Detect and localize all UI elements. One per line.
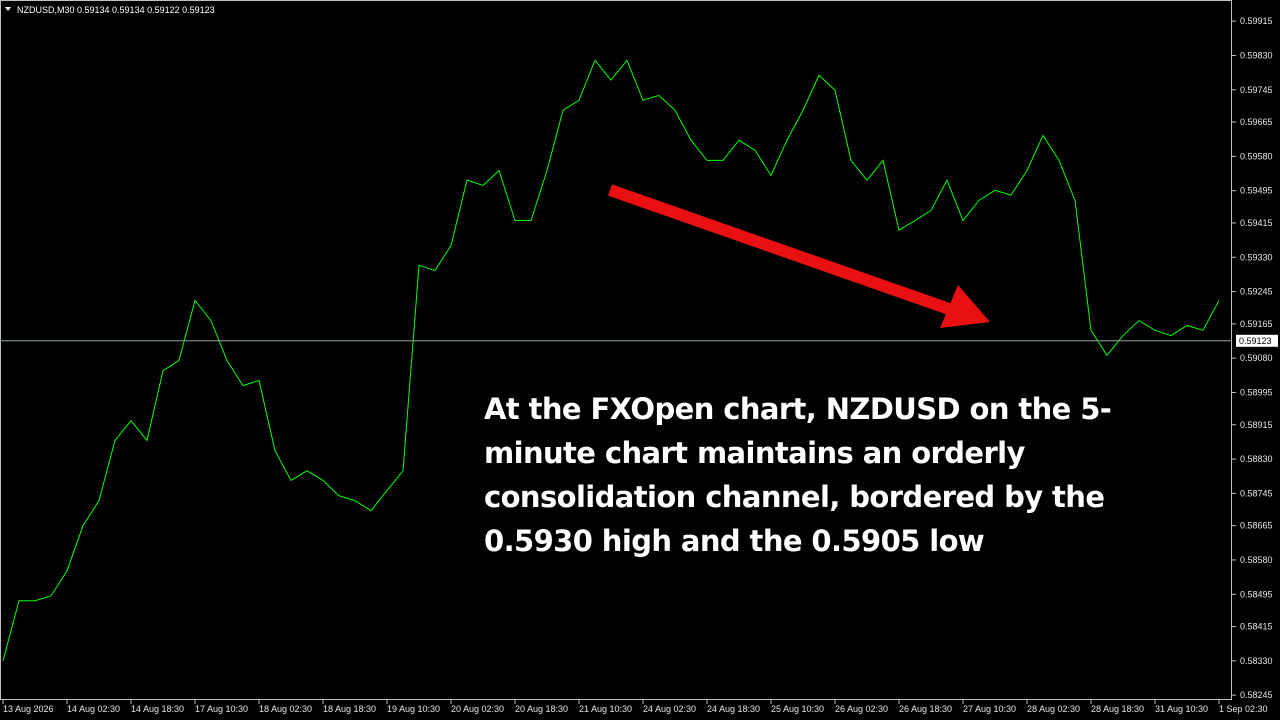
y-tick-label: 0.59915 — [1240, 16, 1273, 26]
x-tick-label: 25 Aug 10:30 — [771, 704, 824, 714]
x-tick-label: 14 Aug 18:30 — [131, 704, 184, 714]
x-tick-label: 26 Aug 18:30 — [899, 704, 952, 714]
x-tick-label: 14 Aug 02:30 — [67, 704, 120, 714]
y-tick-label: 0.59080 — [1240, 353, 1273, 363]
x-tick-label: 21 Aug 10:30 — [579, 704, 632, 714]
y-tick-label: 0.59830 — [1240, 50, 1273, 60]
x-tick-label: 24 Aug 02:30 — [643, 704, 696, 714]
y-tick-label: 0.58665 — [1240, 521, 1273, 531]
y-tick-label: 0.59580 — [1240, 151, 1273, 161]
menu-triangle[interactable] — [5, 7, 11, 11]
y-tick-label: 0.58245 — [1240, 690, 1273, 700]
x-tick-label: 26 Aug 02:30 — [835, 704, 888, 714]
annotation-line: At the FXOpen chart, NZDUSD on the 5- — [484, 392, 1112, 426]
annotation-line: consolidation channel, bordered by the — [484, 480, 1105, 514]
y-tick-label: 0.58995 — [1240, 387, 1273, 397]
current-price-label: 0.59123 — [1239, 336, 1272, 346]
y-tick-label: 0.59665 — [1240, 117, 1273, 127]
x-tick-label: 28 Aug 18:30 — [1091, 704, 1144, 714]
symbol-header: NZDUSD,M30 0.59134 0.59134 0.59122 0.591… — [17, 5, 215, 15]
trend-arrow — [608, 184, 990, 328]
current-price-box — [1236, 334, 1278, 347]
y-tick-label: 0.59245 — [1240, 287, 1273, 297]
x-tick-label: 17 Aug 10:30 — [195, 704, 248, 714]
y-tick-label: 0.59165 — [1240, 319, 1273, 329]
price-line — [2, 59, 1220, 661]
y-tick-label: 0.58580 — [1240, 555, 1273, 565]
arrow-head — [940, 285, 990, 328]
annotation-line: 0.5930 high and the 0.5905 low — [484, 524, 985, 558]
y-tick-label: 0.58915 — [1240, 420, 1273, 430]
x-tick-label: 13 Aug 2026 — [3, 704, 54, 714]
y-tick-label: 0.59495 — [1240, 186, 1273, 196]
y-tick-label: 0.58745 — [1240, 488, 1273, 498]
y-tick-label: 0.58830 — [1240, 454, 1273, 464]
y-tick-label: 0.58415 — [1240, 622, 1273, 632]
x-tick-label: 31 Aug 10:30 — [1155, 704, 1208, 714]
y-tick-label: 0.58495 — [1240, 589, 1273, 599]
x-tick-label: 18 Aug 18:30 — [323, 704, 376, 714]
arrow-shaft — [608, 184, 954, 316]
y-tick-label: 0.58330 — [1240, 656, 1273, 666]
y-tick-label: 0.59745 — [1240, 85, 1273, 95]
annotation: At the FXOpen chart, NZDUSD on the 5- min… — [484, 387, 1184, 563]
x-tick-label: 20 Aug 02:30 — [451, 704, 504, 714]
x-tick-label: 18 Aug 02:30 — [259, 704, 312, 714]
x-tick-label: 28 Aug 02:30 — [1027, 704, 1080, 714]
x-tick-label: 20 Aug 18:30 — [515, 704, 568, 714]
x-tick-label: 19 Aug 10:30 — [387, 704, 440, 714]
x-tick-label: 1 Sep 02:30 — [1219, 704, 1268, 714]
y-tick-label: 0.59415 — [1240, 218, 1273, 228]
x-tick-label: 24 Aug 18:30 — [707, 704, 760, 714]
plot-frame — [0, 0, 1232, 700]
x-tick-label: 27 Aug 10:30 — [963, 704, 1016, 714]
annotation-line: minute chart maintains an orderly — [484, 436, 1025, 470]
y-tick-label: 0.59330 — [1240, 252, 1273, 262]
